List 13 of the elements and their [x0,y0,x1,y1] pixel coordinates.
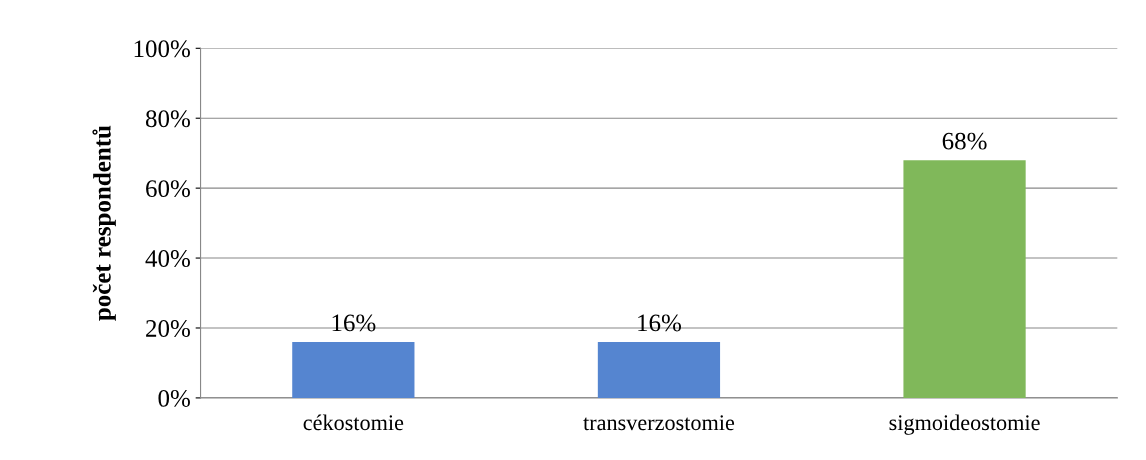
y-tick-label: 80% [145,110,190,128]
x-tick-label: transverzostomie [583,415,735,431]
data-label: 16% [332,314,376,332]
y-tick-label: 20% [146,320,190,337]
x-tick-label: sigmoideostomie [889,414,1040,435]
y-tick-label: 100% [134,40,190,58]
y-tick-label: 40% [145,250,190,268]
y-axis-title: počet respondentů [92,125,116,321]
x-tick-label: cékostomie [303,414,404,431]
y-tick-label: 60% [146,180,190,198]
data-label: 68% [942,132,987,150]
data-label: 16% [638,314,682,332]
y-tick-label: 0% [158,389,190,407]
